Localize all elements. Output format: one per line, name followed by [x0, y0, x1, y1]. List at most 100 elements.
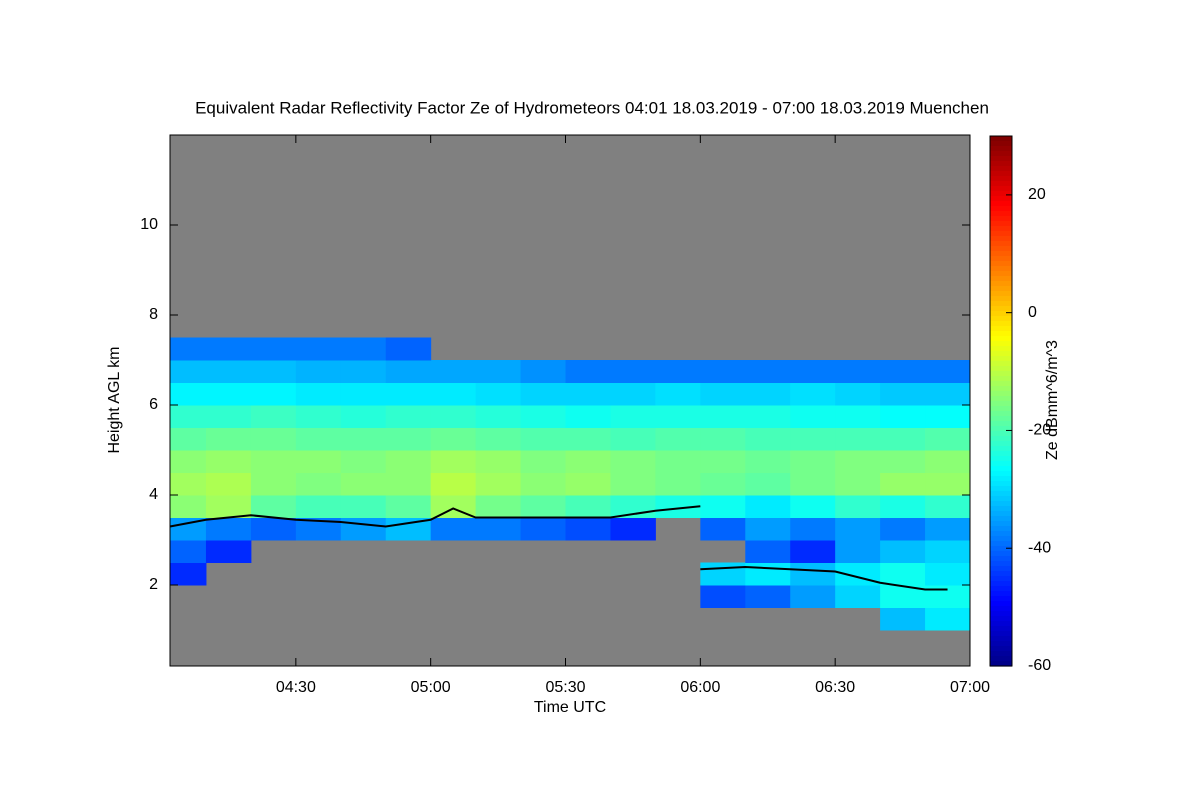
- colorbar-segment: [990, 386, 1012, 392]
- heat-cell: [170, 562, 207, 586]
- colorbar-segment: [990, 141, 1012, 147]
- colorbar-segment: [990, 186, 1012, 192]
- colorbar-segment: [990, 246, 1012, 252]
- heat-cell: [170, 450, 207, 473]
- line: [169, 505, 948, 591]
- heat-cell: [790, 405, 836, 428]
- colorbar-segment: [990, 611, 1012, 617]
- heat-cell: [475, 427, 522, 451]
- heat-cell: [835, 495, 881, 518]
- heat-cell: [475, 517, 522, 541]
- colorbar-tick-label: -40: [1028, 539, 1051, 556]
- heat-cell: [745, 360, 791, 383]
- colorbar-segment: [990, 536, 1012, 542]
- heat-cell: [385, 495, 432, 518]
- heat-cell: [205, 405, 252, 428]
- heat-cell: [655, 450, 701, 473]
- heat-cell: [250, 495, 297, 518]
- colorbar-segment: [990, 161, 1012, 167]
- colorbar-segment: [990, 156, 1012, 162]
- colorbar-segment: [990, 176, 1012, 182]
- heat-cell: [880, 472, 926, 496]
- heat-cell: [475, 472, 522, 496]
- heat-cell: [880, 585, 926, 608]
- heat-cell: [520, 360, 567, 383]
- colorbar-segment: [990, 286, 1012, 292]
- colorbar-segment: [990, 296, 1012, 302]
- heat-cell: [295, 517, 342, 541]
- heat-cell: [655, 495, 701, 518]
- colorbar-segment: [990, 566, 1012, 572]
- colorbar-segment: [990, 586, 1012, 592]
- colorbar-segment: [990, 281, 1012, 287]
- colorbar-segment: [990, 466, 1012, 472]
- heat-cell: [700, 585, 746, 608]
- colorbar-segment: [990, 321, 1012, 327]
- colorbar-segment: [990, 371, 1012, 377]
- colorbar-segment: [990, 506, 1012, 512]
- heat-cell: [340, 472, 387, 496]
- colorbar-segment: [990, 316, 1012, 322]
- heat-cell: [205, 360, 252, 383]
- heat-cell: [745, 450, 791, 473]
- x-tick-label: 07:00: [950, 679, 990, 696]
- heat-cell: [835, 382, 881, 406]
- heat-cell: [835, 517, 881, 541]
- colorbar-segment: [990, 461, 1012, 467]
- heat-cell: [790, 427, 836, 451]
- colorbar-segment: [990, 631, 1012, 637]
- colorbar-segment: [990, 166, 1012, 172]
- colorbar-segment: [990, 251, 1012, 257]
- heat-cell: [520, 405, 567, 428]
- colorbar-segment: [990, 196, 1012, 202]
- colorbar-segment: [990, 471, 1012, 477]
- colorbar-segment: [990, 261, 1012, 267]
- heat-cell: [250, 382, 297, 406]
- heat-cell: [385, 517, 432, 541]
- heat-cell: [565, 472, 611, 496]
- heat-cell: [880, 540, 926, 563]
- heat-cell: [170, 495, 207, 518]
- heat-cell: [295, 382, 342, 406]
- heat-cell: [430, 450, 477, 473]
- heat-cell: [880, 360, 926, 383]
- colorbar-segment: [990, 136, 1012, 142]
- colorbar-segment: [990, 436, 1012, 442]
- colorbar-segment: [990, 526, 1012, 532]
- heat-cell: [700, 495, 746, 518]
- heat-cell: [745, 495, 791, 518]
- colorbar-segment: [990, 326, 1012, 332]
- heat-cell: [295, 405, 342, 428]
- colorbar-segment: [990, 241, 1012, 247]
- heat-cell: [925, 360, 971, 383]
- heat-cell: [430, 405, 477, 428]
- heat-cell: [610, 472, 656, 496]
- heat-cell: [835, 405, 881, 428]
- heat-cell: [385, 360, 432, 383]
- heat-cell: [880, 607, 926, 631]
- colorbar-segment: [990, 366, 1012, 372]
- heat-cell: [340, 382, 387, 406]
- heat-cell: [520, 472, 567, 496]
- heat-cell: [340, 337, 387, 361]
- heat-cell: [385, 472, 432, 496]
- x-tick-label: 05:00: [411, 679, 451, 696]
- colorbar-segment: [990, 411, 1012, 417]
- colorbar-segment: [990, 426, 1012, 432]
- heat-cell: [295, 360, 342, 383]
- heat-cell: [925, 540, 971, 563]
- heat-cell: [610, 360, 656, 383]
- colorbar-segment: [990, 336, 1012, 342]
- heat-cell: [880, 405, 926, 428]
- heat-cell: [655, 382, 701, 406]
- colorbar-segment: [990, 406, 1012, 412]
- heat-cell: [385, 450, 432, 473]
- heat-cell: [340, 450, 387, 473]
- heat-cell: [340, 517, 387, 541]
- x-tick-label: 06:00: [680, 679, 720, 696]
- colorbar-segment: [990, 556, 1012, 562]
- colorbar-segment: [990, 501, 1012, 507]
- colorbar-segment: [990, 341, 1012, 347]
- heat-cell: [565, 450, 611, 473]
- colorbar-segment: [990, 621, 1012, 627]
